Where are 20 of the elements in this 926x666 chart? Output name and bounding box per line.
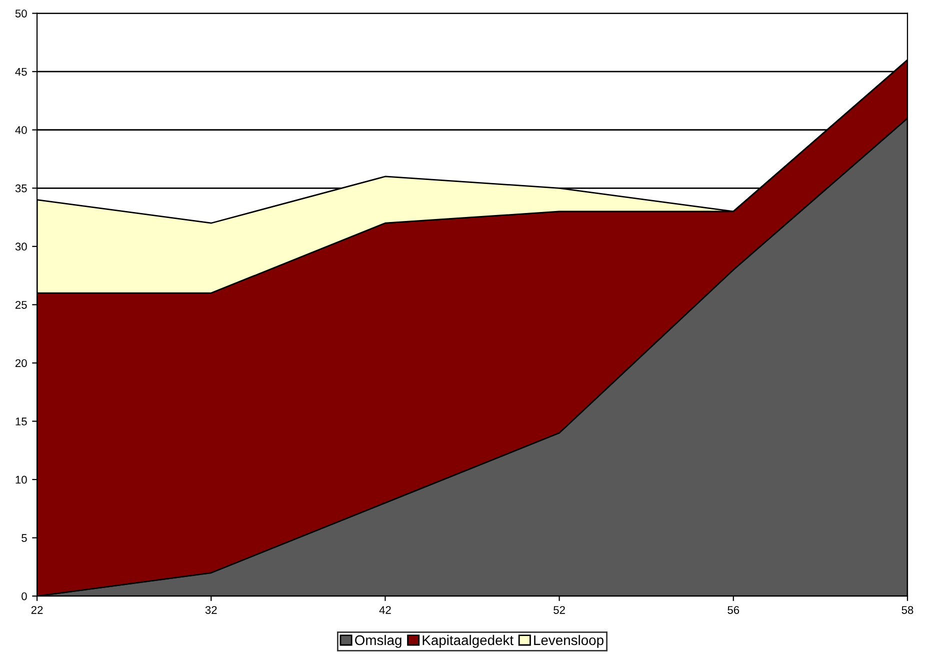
legend-label: Levensloop bbox=[534, 634, 604, 648]
legend-label: Omslag bbox=[355, 634, 402, 648]
y-tick-label: 35 bbox=[15, 184, 27, 192]
x-tick-label: 58 bbox=[902, 606, 914, 614]
x-tick-label: 56 bbox=[728, 606, 740, 614]
y-tick-label: 45 bbox=[15, 68, 27, 76]
y-tick-label: 20 bbox=[16, 359, 27, 368]
y-tick-label: 30 bbox=[15, 242, 27, 251]
y-tick-label: 0 bbox=[22, 592, 27, 600]
x-tick-label: 42 bbox=[379, 606, 391, 614]
x-tick-label: 52 bbox=[554, 606, 565, 614]
y-tick-label: 15 bbox=[16, 418, 27, 426]
y-tick-label: 5 bbox=[22, 534, 27, 542]
y-tick-label: 40 bbox=[15, 126, 27, 134]
x-tick-label: 22 bbox=[31, 606, 43, 614]
x-tick-label: 32 bbox=[205, 606, 217, 614]
legend-label: Kapitaalgedekt bbox=[422, 634, 514, 648]
y-tick-label: 50 bbox=[15, 10, 27, 18]
y-tick-label: 10 bbox=[16, 476, 27, 484]
y-tick-label: 25 bbox=[16, 300, 27, 309]
